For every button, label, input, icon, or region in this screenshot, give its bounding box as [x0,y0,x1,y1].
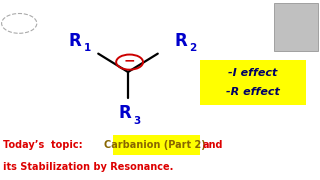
FancyBboxPatch shape [274,3,318,51]
FancyBboxPatch shape [113,135,200,155]
Text: R: R [69,31,82,50]
Text: its Stabilization by Resonance.: its Stabilization by Resonance. [3,161,173,172]
Text: 2: 2 [189,43,196,53]
Text: −: − [124,54,135,68]
Text: R: R [174,31,187,50]
Text: R: R [118,104,131,122]
FancyBboxPatch shape [200,60,306,105]
Text: 3: 3 [133,116,140,126]
Text: and: and [203,140,223,150]
Text: Today’s  topic:: Today’s topic: [3,140,90,150]
Text: -I effect: -I effect [228,68,277,78]
Text: -R effect: -R effect [226,87,280,97]
Text: 1: 1 [84,43,91,53]
Text: Carbanion (Part 2): Carbanion (Part 2) [104,140,209,150]
